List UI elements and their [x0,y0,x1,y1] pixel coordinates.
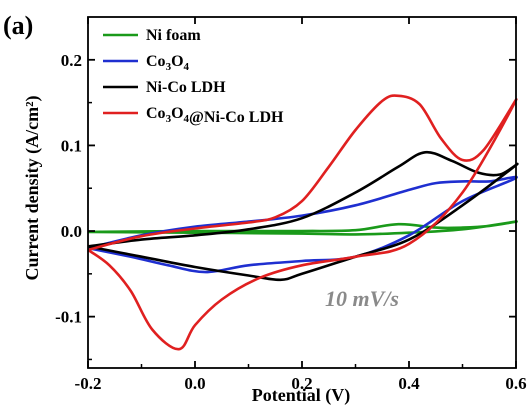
legend: Ni foam Co3O4 Ni-Co LDH Co3O4@Ni-Co LDH [103,27,284,126]
x-tick-label-0: -0.2 [75,374,102,393]
legend-label-3: Co3O4@Ni-Co LDH [146,105,284,126]
axes-group: -0.2 0.0 0.2 0.4 0.6 -0.1 0.0 0.1 0.2 [55,16,527,393]
series-group [87,94,519,351]
legend-label-0: Ni foam [146,27,201,44]
legend-label-2: Ni-Co LDH [146,79,226,96]
series-line-0 [87,220,518,236]
y-tick-label-2: 0.1 [61,136,82,155]
x-tick-label-1: 0.0 [184,374,205,393]
panel-label: (a) [3,11,33,40]
scan-rate-annotation: 10 mV/s [325,286,399,311]
series-line-3 [87,94,518,351]
x-axis-label: Potential (V) [252,385,350,406]
y-tick-label-3: 0.2 [61,51,82,70]
x-tick-label-4: 0.6 [505,374,526,393]
y-tick-label-0: -0.1 [55,308,82,327]
x-tick-label-2: 0.2 [291,374,312,393]
legend-label-1: Co3O4 [146,53,190,73]
x-tick-label-3: 0.4 [398,374,420,393]
y-tick-label-1: 0.0 [61,222,82,241]
y-axis-label: Current density (A/cm²) [22,95,43,280]
